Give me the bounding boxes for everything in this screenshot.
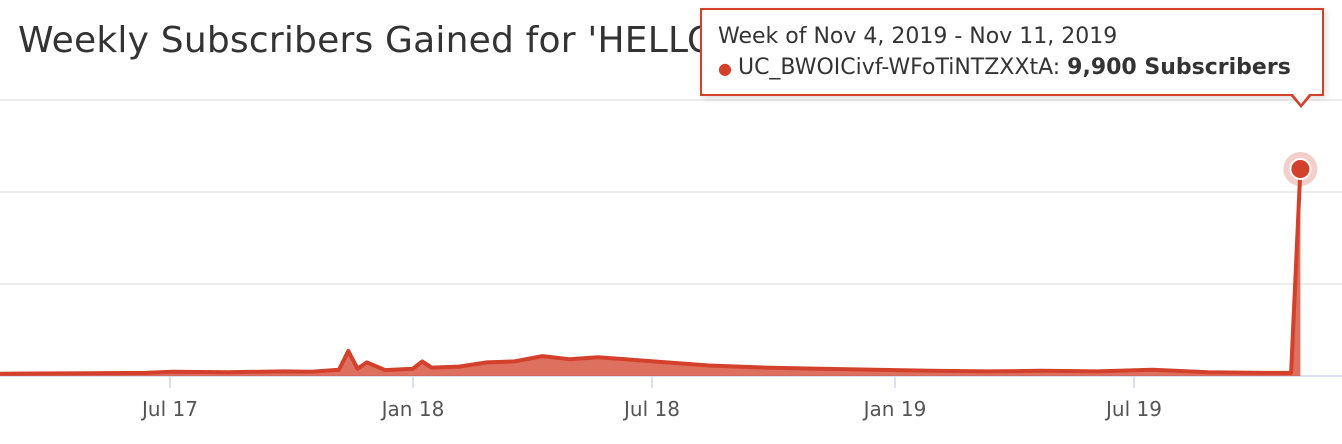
x-tick-label: Jan 18 <box>380 397 445 421</box>
series-line <box>0 168 1303 376</box>
x-tick-label: Jul 19 <box>1104 397 1162 421</box>
x-tick-label: Jul 18 <box>622 397 680 421</box>
x-axis: Jul 17 Jan 18 Jul 18 Jan 19 Jul 19 <box>140 376 1162 421</box>
tooltip: Week of Nov 4, 2019 - Nov 11, 2019 ● UC_B… <box>700 8 1324 96</box>
series-dot-icon: ● <box>718 58 732 78</box>
tooltip-value: 9,900 Subscribers <box>1067 55 1291 80</box>
tooltip-header: Week of Nov 4, 2019 - Nov 11, 2019 <box>718 24 1118 49</box>
tooltip-series-name: UC_BWOICivf-WFoTiNTZXXtA: <box>737 55 1061 80</box>
series-area-fill <box>0 169 1301 376</box>
gridlines <box>0 99 1342 377</box>
tooltip-pointer-fill <box>1292 93 1310 104</box>
x-tick-label: Jul 17 <box>140 397 198 421</box>
highlight-point <box>1289 158 1312 180</box>
tooltip-row: ● UC_BWOICivf-WFoTiNTZXXtA: 9,900 Subscri… <box>718 55 1306 80</box>
series-area <box>0 152 1318 376</box>
x-tick-label: Jan 19 <box>862 397 927 421</box>
